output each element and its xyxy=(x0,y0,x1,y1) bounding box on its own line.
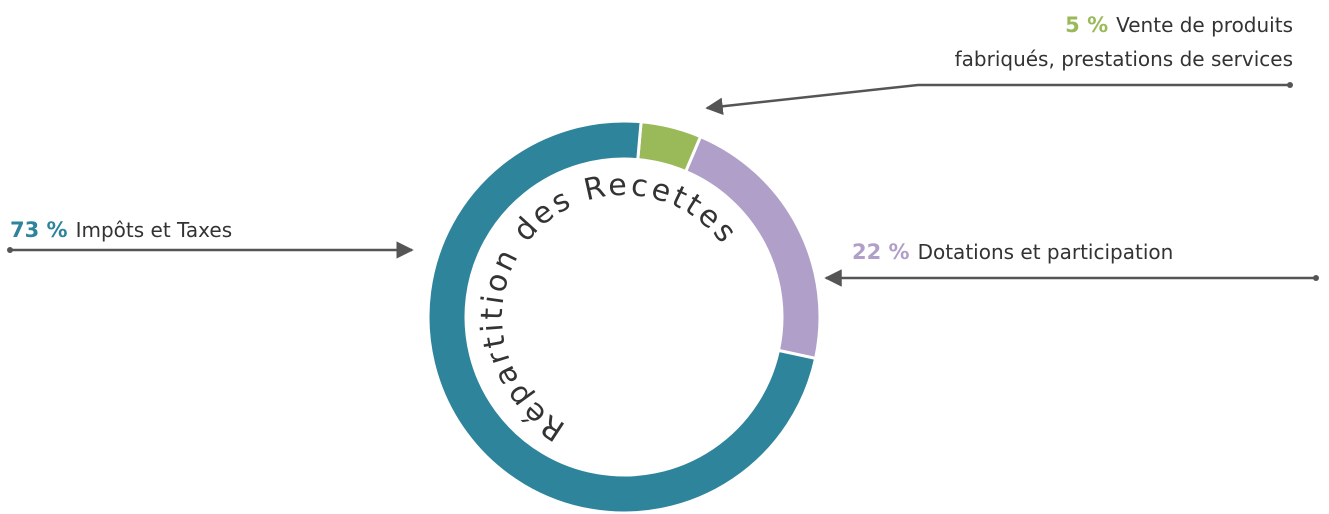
arrow-dot xyxy=(1313,275,1319,281)
arrow-dot xyxy=(1287,82,1293,88)
label: 22 % Dotations et participation xyxy=(852,235,1173,269)
donut xyxy=(426,119,822,514)
label: 73 % Impôts et Taxes xyxy=(10,213,232,247)
arrow-dot xyxy=(7,247,13,253)
category-label: Impôts et Taxes xyxy=(75,218,233,242)
slice xyxy=(426,119,818,514)
value-label: 22 % xyxy=(852,240,910,264)
slice xyxy=(683,134,822,361)
category-label: Vente de produits fabriqués, prestations… xyxy=(954,13,1293,71)
arrow xyxy=(705,83,1290,115)
label: 5 % Vente de produits fabriqués, prestati… xyxy=(955,8,1293,76)
value-label: 73 % xyxy=(10,218,68,242)
category-label: Dotations et participation xyxy=(917,240,1174,264)
value-label: 5 % xyxy=(1065,13,1109,37)
chart-title-path: Répartition des Recettes xyxy=(475,168,742,448)
chart-title: Répartition des Recettes xyxy=(475,168,745,448)
